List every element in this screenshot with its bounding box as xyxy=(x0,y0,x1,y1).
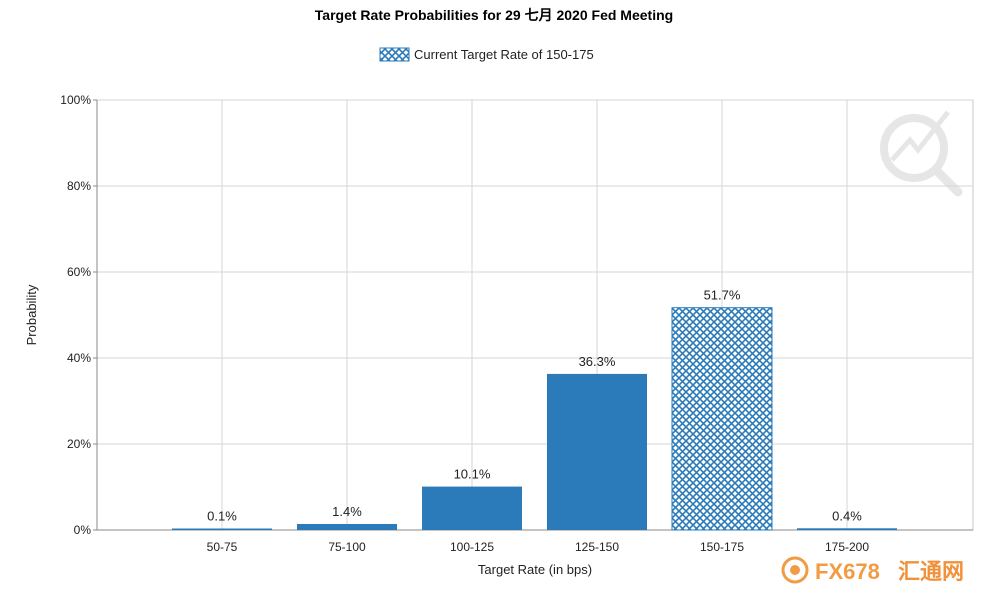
data-label-50-75: 0.1% xyxy=(207,509,237,524)
y-axis-ticks: 0% 20% 40% 60% 80% 100% xyxy=(60,93,97,537)
x-axis-label: Target Rate (in bps) xyxy=(478,562,592,577)
legend-label: Current Target Rate of 150-175 xyxy=(414,47,594,62)
bar-100-125 xyxy=(422,486,522,530)
y-tick-label: 40% xyxy=(67,351,91,365)
y-tick-label: 80% xyxy=(67,179,91,193)
fx678-brand-cn: 汇通网 xyxy=(898,559,964,584)
bar-175-200 xyxy=(797,528,897,530)
bars xyxy=(172,307,897,531)
fx678-brand-prefix: FX678 xyxy=(815,559,880,584)
fx678-logo-icon xyxy=(781,556,809,584)
data-label-125-150: 36.3% xyxy=(579,354,616,369)
bar-150-175 xyxy=(671,307,773,531)
bar-125-150 xyxy=(547,373,647,530)
bar-75-100 xyxy=(297,523,397,530)
y-tick-label: 60% xyxy=(67,265,91,279)
x-tick-label: 50-75 xyxy=(207,540,238,554)
bar-data-labels: 0.1% 1.4% 10.1% 36.3% 51.7% 0.4% xyxy=(207,288,862,524)
grid xyxy=(96,99,974,531)
fx678-watermark: FX678 汇通网 xyxy=(781,556,964,584)
chart-title: Target Rate Probabilities for 29 七月 2020… xyxy=(315,7,673,23)
x-tick-label: 100-125 xyxy=(450,540,494,554)
data-label-175-200: 0.4% xyxy=(832,508,862,523)
y-axis-label: Probability xyxy=(24,284,39,345)
x-axis-ticks: 50-75 75-100 100-125 125-150 150-175 175-200 xyxy=(207,540,870,554)
x-tick-label: 125-150 xyxy=(575,540,619,554)
data-label-100-125: 10.1% xyxy=(454,467,491,482)
y-tick-label: 20% xyxy=(67,437,91,451)
legend-swatch xyxy=(379,47,410,62)
bar-50-75 xyxy=(172,528,272,530)
data-label-150-175: 51.7% xyxy=(704,288,741,303)
legend: Current Target Rate of 150-175 xyxy=(379,47,594,62)
y-tick-label: 0% xyxy=(74,523,92,537)
watermark-magnifier-icon xyxy=(880,110,963,197)
plot-frame xyxy=(96,99,974,531)
x-tick-label: 75-100 xyxy=(328,540,366,554)
x-tick-label: 150-175 xyxy=(700,540,744,554)
y-tick-label: 100% xyxy=(60,93,91,107)
data-label-75-100: 1.4% xyxy=(332,504,362,519)
x-tick-label: 175-200 xyxy=(825,540,869,554)
